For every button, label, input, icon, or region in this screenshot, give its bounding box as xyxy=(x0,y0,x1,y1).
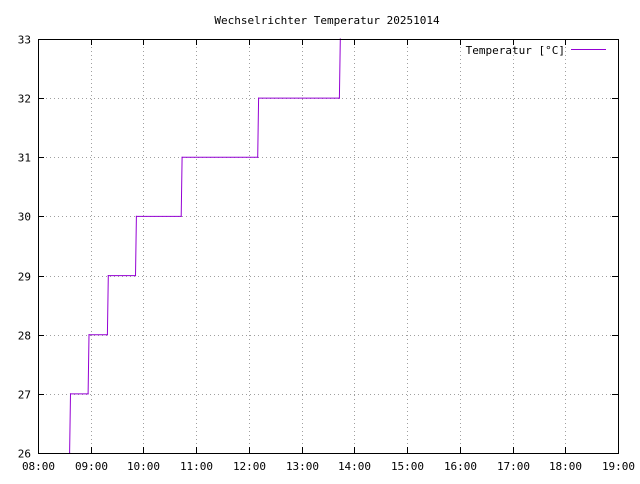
x-tick-label: 19:00 xyxy=(602,460,635,473)
data-point xyxy=(135,215,137,217)
series-line-temperatur xyxy=(69,38,341,454)
y-tick-label: 32 xyxy=(18,93,31,106)
ticks-layer xyxy=(38,39,619,454)
legend-label-temperatur: Temperatur [°C] xyxy=(466,44,565,57)
y-tick-label: 33 xyxy=(18,34,31,47)
x-tick-label: 12:00 xyxy=(233,460,266,473)
y-tick-label: 29 xyxy=(18,271,31,284)
x-tick-label: 18:00 xyxy=(549,460,582,473)
grid-layer xyxy=(38,39,618,453)
x-tick-label: 14:00 xyxy=(338,460,371,473)
data-point xyxy=(106,334,108,336)
data-point xyxy=(258,97,260,99)
x-tick-label: 17:00 xyxy=(497,460,530,473)
data-point xyxy=(338,97,340,99)
data-point xyxy=(257,156,259,158)
tick-labels-layer: 26 27 28 29 30 31 32 33 08:00 09:00 10:00 11:00 12:0… xyxy=(18,34,635,474)
y-tick-label: 28 xyxy=(18,330,31,343)
x-tick-label: 08:00 xyxy=(22,460,55,473)
chart-title: Wechselrichter Temperatur 20251014 xyxy=(214,14,440,27)
x-tick-label: 11:00 xyxy=(180,460,213,473)
x-tick-label: 16:00 xyxy=(444,460,477,473)
data-point xyxy=(107,275,109,277)
y-tick-label: 30 xyxy=(18,211,31,224)
legend: Temperatur [°C] xyxy=(466,44,606,57)
series-layer xyxy=(69,38,341,454)
data-point xyxy=(181,156,183,158)
x-tick-label: 10:00 xyxy=(127,460,160,473)
data-point xyxy=(88,334,90,336)
y-tick-label: 27 xyxy=(18,389,31,402)
data-point xyxy=(69,393,72,395)
x-tick-label: 13:00 xyxy=(286,460,319,473)
y-tick-label: 26 xyxy=(18,448,31,461)
y-tick-label: 31 xyxy=(18,152,31,165)
data-point xyxy=(87,393,89,395)
data-point xyxy=(180,215,182,217)
plot-area-border xyxy=(38,39,619,454)
x-tick-label: 15:00 xyxy=(391,460,424,473)
data-point xyxy=(134,275,137,277)
x-tick-label: 09:00 xyxy=(75,460,108,473)
